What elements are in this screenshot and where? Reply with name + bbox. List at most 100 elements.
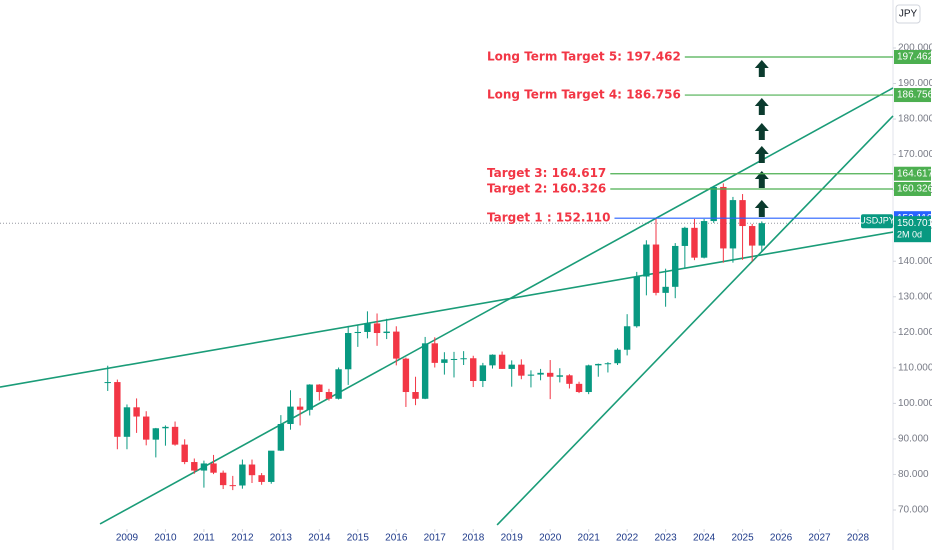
candle-body: [181, 444, 188, 463]
symbol-tag-label: USDJPY: [859, 216, 895, 226]
target-arrow: [754, 171, 769, 188]
level-tag: [894, 50, 931, 65]
candle-body: [729, 200, 737, 249]
x-tick-label: 2020: [539, 533, 562, 544]
candle-body: [537, 372, 544, 375]
candle-body: [104, 382, 111, 384]
candle-body: [306, 384, 313, 410]
candle-body: [296, 406, 304, 410]
x-tick-label: 2028: [847, 533, 870, 544]
candle-body: [152, 428, 160, 440]
candle-body: [210, 463, 217, 473]
candle-body: [268, 450, 275, 482]
level-tag-label: 197.462: [897, 52, 932, 63]
candle-body: [344, 333, 352, 370]
candle-body: [748, 226, 756, 246]
level-label: Long Term Target 5: 197.462: [487, 50, 681, 64]
y-tick-label: 170.000: [898, 149, 932, 160]
candle-body: [460, 358, 467, 360]
x-tick-label: 2027: [808, 533, 831, 544]
y-tick-label: 190.000: [898, 78, 932, 89]
candle-body: [200, 463, 208, 471]
price-tag-label: 150.701: [897, 218, 932, 229]
candle-body: [710, 186, 717, 222]
candle-body: [421, 343, 429, 399]
x-tick-label: 2014: [308, 533, 331, 544]
currency: JPY: [899, 9, 918, 20]
candle-body: [623, 326, 631, 350]
level-tag-label: 160.326: [897, 184, 932, 195]
candle-body: [508, 364, 515, 369]
x-tick-label: 2026: [770, 533, 793, 544]
candle-body: [441, 359, 448, 363]
trendline: [496, 115, 894, 526]
candle-body: [518, 364, 525, 376]
x-tick-label: 2012: [231, 533, 254, 544]
y-tick-label: 180.000: [898, 114, 932, 125]
level-label: Target 3: 164.617: [487, 166, 606, 180]
candle-body: [614, 349, 621, 364]
candle-body: [383, 331, 390, 334]
candle-body: [527, 374, 535, 376]
candle-body: [412, 392, 419, 399]
level-label: Target 2: 160.326: [487, 181, 606, 195]
candle-body: [575, 383, 583, 393]
candle-body: [133, 407, 140, 417]
candle-body: [143, 416, 150, 440]
candle-body: [219, 472, 227, 486]
candle-body: [248, 464, 256, 476]
x-tick-label: 2010: [154, 533, 177, 544]
candle-body: [239, 464, 246, 486]
price-tag: [894, 216, 931, 243]
x-tick-label: 2015: [347, 533, 370, 544]
candle-body: [498, 354, 506, 369]
y-tick-label: 130.000: [898, 291, 932, 302]
x-tick-label: 2018: [462, 533, 485, 544]
candle-body: [171, 426, 179, 445]
y-tick-label: 70.000: [898, 505, 929, 516]
candle-body: [595, 363, 602, 366]
candle-body: [335, 369, 342, 399]
level-tag: [894, 88, 931, 103]
x-tick-label: 2021: [578, 533, 601, 544]
candle-body: [652, 244, 660, 293]
candle-body: [700, 221, 708, 258]
x-tick-label: 2025: [731, 533, 754, 544]
candle-body: [681, 227, 689, 246]
level-tag-label: 186.756: [897, 90, 932, 101]
currency-box[interactable]: [895, 4, 921, 24]
x-tick-label: 2013: [270, 533, 293, 544]
target-arrow: [754, 98, 769, 115]
candle-body: [450, 358, 458, 360]
x-tick-label: 2017: [424, 533, 447, 544]
candle-body: [672, 245, 679, 287]
level-tag: [894, 166, 931, 181]
symbol-tag: [861, 214, 893, 229]
x-tick-label: 2023: [654, 533, 677, 544]
candle-body: [277, 424, 285, 451]
candle-body: [431, 343, 438, 363]
y-tick-label: 80.000: [898, 469, 929, 480]
candle-body: [123, 407, 131, 437]
candle-body: [691, 227, 698, 258]
trendline: [0, 231, 894, 388]
candle-body: [556, 375, 564, 377]
y-tick-label: 120.000: [898, 327, 932, 338]
candle-body: [393, 331, 400, 359]
candle-body: [229, 485, 236, 487]
candle-body: [662, 286, 669, 293]
candle-body: [489, 354, 496, 366]
candle-body: [354, 331, 362, 334]
x-tick-label: 2019: [501, 533, 524, 544]
level-tag-label: 164.617: [897, 168, 932, 179]
y-tick-label: 110.000: [898, 362, 932, 373]
y-tick-label: 140.000: [898, 256, 932, 267]
candle-body: [604, 363, 612, 365]
candle-body: [643, 244, 650, 277]
countdown-label: 2M 0d: [897, 230, 922, 240]
level-label: Target 1 : 152.110: [487, 211, 610, 225]
candle-body: [114, 382, 121, 437]
candle-body: [479, 365, 487, 382]
y-tick-label: 100.000: [898, 398, 932, 409]
